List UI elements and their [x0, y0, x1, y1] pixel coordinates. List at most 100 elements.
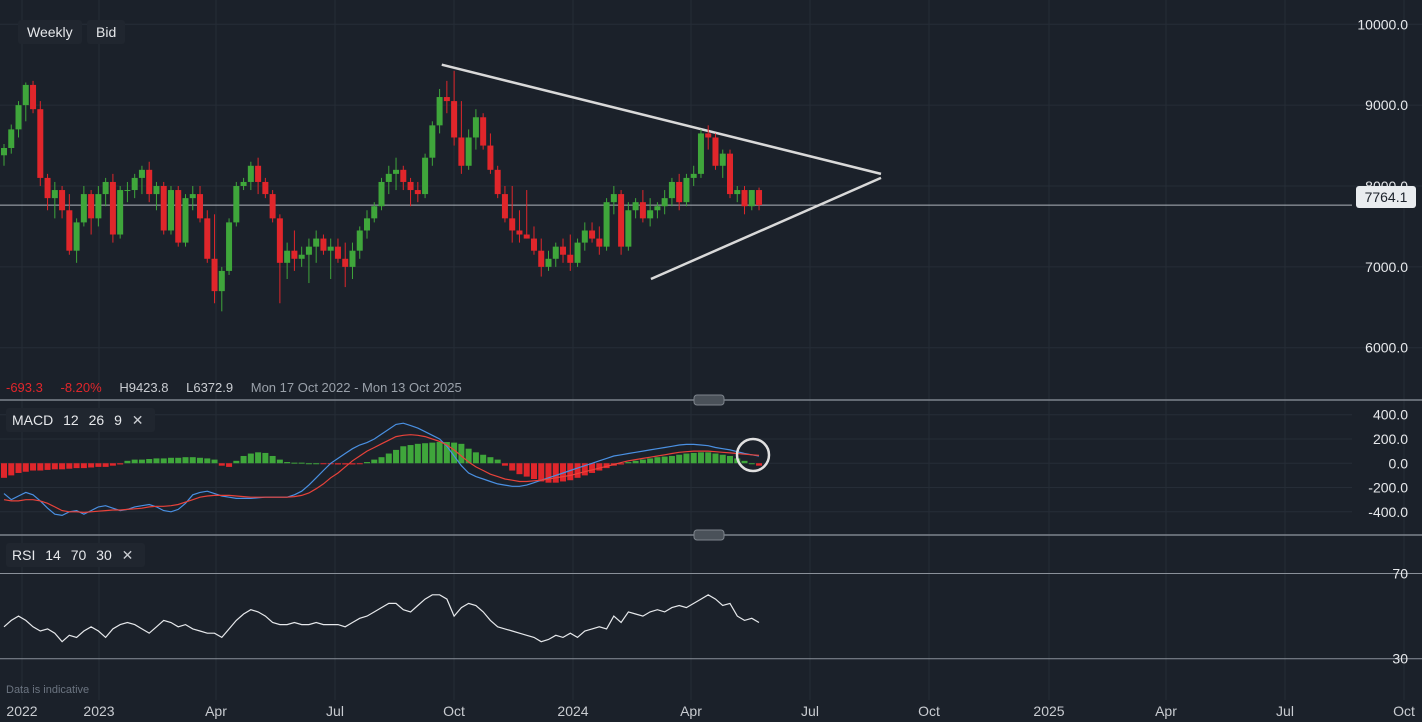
macd-histogram-bar — [211, 459, 218, 464]
time-tick-label: Apr — [680, 703, 702, 719]
candle-up — [690, 173, 697, 178]
candle-up — [371, 206, 378, 219]
macd-tick-label: -200.0 — [1368, 480, 1408, 496]
macd-histogram-bar — [545, 463, 552, 483]
candle-up — [240, 181, 247, 186]
macd-histogram-bar — [632, 460, 639, 464]
candle-up — [313, 238, 320, 247]
candle-down — [443, 97, 450, 102]
macd-histogram-bar — [523, 463, 530, 477]
candle-up — [429, 125, 436, 158]
candle-up — [189, 194, 196, 199]
macd-histogram-bar — [8, 463, 15, 476]
macd-histogram-bar — [422, 443, 429, 464]
price-tick-label: 9000.0 — [1365, 97, 1408, 113]
rsi-line — [3, 594, 760, 643]
rsi-upper: 70 — [70, 547, 87, 563]
candle-down — [175, 190, 182, 243]
macd-histogram-bar — [385, 453, 392, 464]
candle-up — [80, 194, 87, 223]
macd-histogram-bar — [167, 457, 174, 464]
macd-histogram-bar — [356, 463, 363, 465]
time-tick-label: Apr — [1155, 703, 1177, 719]
macd-histogram-bar — [712, 453, 719, 464]
candle-up — [625, 210, 632, 247]
candle-up — [719, 153, 726, 166]
candle-down — [211, 258, 218, 292]
candle-up — [436, 97, 443, 126]
candle-up — [356, 230, 363, 251]
macd-histogram-bar — [407, 445, 414, 464]
macd-histogram-bar — [661, 456, 668, 464]
candle-up — [349, 250, 356, 267]
candle-up — [117, 190, 124, 235]
macd-histogram-bar — [472, 452, 479, 464]
macd-histogram-bar — [138, 459, 145, 464]
macd-histogram-bar — [44, 463, 51, 470]
candle-up — [51, 190, 58, 199]
macd-histogram-bar — [305, 463, 312, 465]
candle-up — [131, 177, 138, 191]
low-value: 6372.9 — [193, 380, 234, 395]
candle-up — [182, 198, 189, 243]
date-range: Mon 17 Oct 2022 - Mon 13 Oct 2025 — [250, 380, 462, 395]
macd-tick-label: -400.0 — [1368, 504, 1408, 520]
macd-histogram-bar — [378, 457, 385, 464]
candle-down — [676, 181, 683, 203]
rsi-legend[interactable]: RSI 14 70 30 ✕ — [6, 543, 146, 567]
bid-button[interactable]: Bid — [87, 20, 126, 44]
highlight-circle — [735, 437, 771, 473]
candle-up — [748, 190, 755, 207]
triangle-trendline — [441, 63, 882, 176]
macd-histogram-bar — [690, 452, 697, 464]
macd-histogram-bar — [160, 458, 167, 464]
macd-histogram-bar — [748, 463, 755, 465]
candlestick-series — [1, 70, 763, 312]
close-rsi-icon[interactable]: ✕ — [121, 547, 134, 563]
candle-up — [574, 242, 581, 263]
macd-histogram-bar — [480, 454, 487, 464]
macd-histogram-bar — [66, 463, 73, 469]
macd-histogram-bar — [429, 442, 436, 464]
candle-down — [705, 133, 712, 138]
macd-histogram-bar — [683, 453, 690, 464]
candle-down — [262, 181, 269, 195]
interval-button[interactable]: Weekly — [18, 20, 82, 44]
candle-down — [59, 190, 66, 211]
time-tick-label: 2023 — [83, 703, 114, 719]
macd-histogram-bar — [298, 462, 305, 464]
macd-histogram-bar — [494, 459, 501, 464]
macd-legend[interactable]: MACD 12 26 9 ✕ — [6, 408, 156, 432]
candle-up — [465, 137, 472, 166]
candle-down — [639, 202, 646, 219]
macd-histogram-bar — [240, 455, 247, 464]
macd-histogram-bar — [124, 460, 131, 464]
macd-histogram-bar — [109, 463, 116, 466]
macd-histogram-bar — [625, 462, 632, 464]
macd-histogram-bar — [349, 463, 356, 465]
close-macd-icon[interactable]: ✕ — [131, 412, 144, 428]
macd-histogram-bar — [204, 458, 211, 464]
candle-down — [509, 218, 516, 231]
candle-down — [741, 190, 748, 207]
rsi-level-label: 70 — [1392, 566, 1408, 582]
macd-histogram-bar — [639, 459, 646, 464]
macd-slow: 26 — [88, 412, 105, 428]
macd-histogram-bar — [697, 452, 704, 464]
candle-up — [581, 230, 588, 243]
macd-histogram-bar — [51, 463, 58, 470]
macd-histogram-bar — [400, 446, 407, 464]
time-tick-label: Apr — [205, 703, 227, 719]
macd-histogram-bar — [756, 463, 763, 466]
macd-histogram-bar — [218, 463, 225, 466]
time-tick-label: Oct — [443, 703, 465, 719]
rsi-panel — [0, 573, 1422, 660]
candle-up — [167, 190, 174, 231]
macd-tick-label: 0.0 — [1389, 455, 1409, 471]
macd-histogram-bar — [131, 459, 138, 464]
candle-up — [102, 181, 109, 195]
panel-resize-handle — [693, 394, 725, 406]
candle-up — [683, 177, 690, 203]
candle-up — [22, 84, 29, 106]
candle-down — [451, 101, 458, 138]
